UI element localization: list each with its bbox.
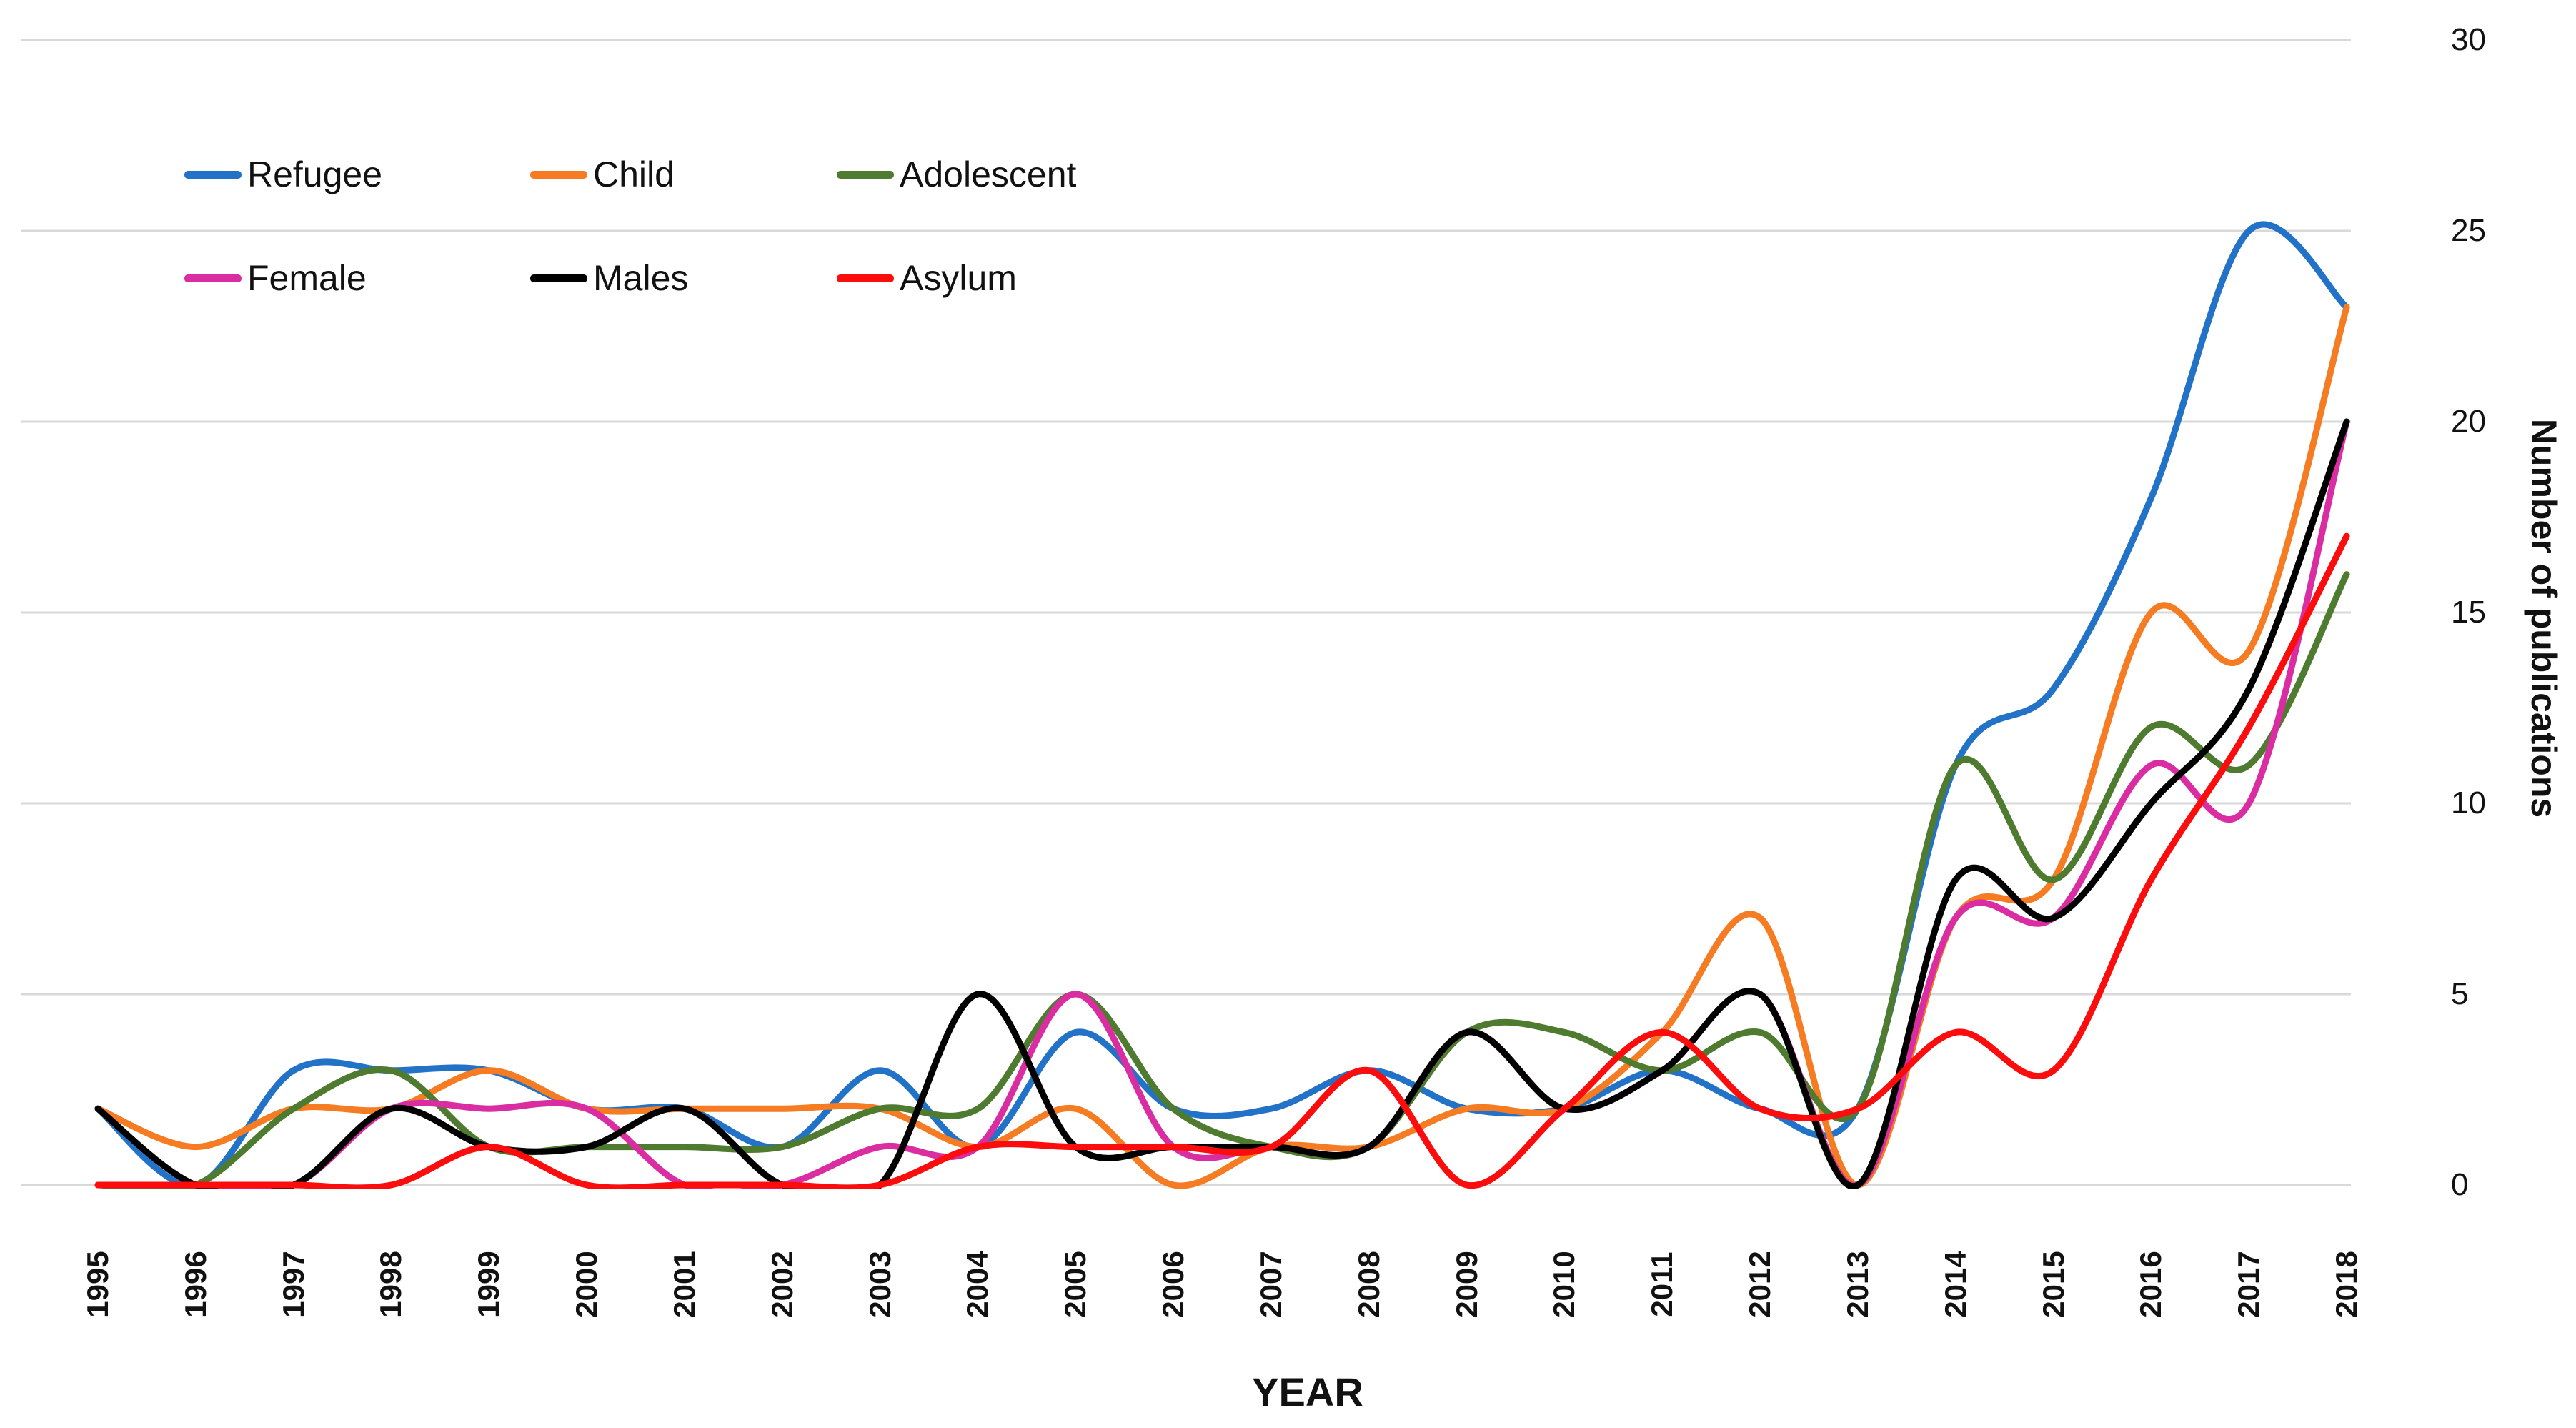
y-tick-25: 25 (2451, 213, 2486, 248)
x-tick-2003: 2003 (862, 1251, 897, 1318)
x-tick-2013: 2013 (1840, 1251, 1874, 1318)
x-tick-2010: 2010 (1547, 1251, 1581, 1318)
legend-swatch-males (530, 274, 587, 282)
x-tick-2004: 2004 (960, 1251, 995, 1318)
y-tick-20: 20 (2451, 404, 2486, 439)
y-tick-15: 15 (2451, 595, 2486, 630)
x-tick-2018: 2018 (2329, 1251, 2364, 1318)
x-tick-2001: 2001 (667, 1251, 701, 1318)
legend-item-asylum: Asylum (837, 257, 1017, 299)
x-tick-1996: 1996 (178, 1251, 212, 1318)
legend-label-adolescent: Adolescent (900, 154, 1077, 194)
x-tick-2012: 2012 (1743, 1251, 1777, 1318)
x-tick-2015: 2015 (2036, 1251, 2070, 1318)
x-tick-2008: 2008 (1351, 1251, 1386, 1318)
legend-label-asylum: Asylum (900, 258, 1017, 298)
series-line-refugee (94, 221, 2350, 1189)
series-line-males (94, 418, 2350, 1189)
series-line-adolescent (94, 571, 2350, 1189)
y-tick-0: 0 (2451, 1167, 2469, 1202)
series-line-female (94, 418, 2350, 1189)
x-tick-1995: 1995 (81, 1251, 114, 1318)
series-line-asylum (94, 532, 2350, 1189)
x-tick-2014: 2014 (1938, 1251, 1972, 1318)
legend-label-female: Female (247, 258, 367, 298)
legend-label-refugee: Refugee (247, 154, 383, 194)
legend-item-female: Female (184, 257, 367, 299)
legend-label-males: Males (593, 258, 689, 298)
legend-label-child: Child (593, 154, 675, 194)
series-lines (94, 221, 2350, 1189)
x-tick-2009: 2009 (1449, 1251, 1483, 1318)
legend-swatch-female (184, 274, 242, 282)
x-tick-2002: 2002 (765, 1251, 799, 1318)
legend-item-refugee: Refugee (184, 154, 382, 195)
y-tick-10: 10 (2451, 785, 2486, 820)
y-tick-5: 5 (2451, 976, 2469, 1011)
legend-item-child: Child (530, 154, 675, 195)
x-axis-title: YEAR (1252, 1369, 1363, 1414)
x-tick-2016: 2016 (2134, 1251, 2168, 1318)
legend-swatch-child (530, 170, 587, 179)
x-tick-1997: 1997 (276, 1251, 310, 1318)
x-tick-1998: 1998 (374, 1251, 408, 1318)
y-tick-30: 30 (2451, 22, 2486, 57)
x-tick-2007: 2007 (1253, 1251, 1288, 1318)
legend-swatch-adolescent (837, 170, 894, 179)
legend-item-males: Males (530, 257, 688, 299)
legend-item-adolescent: Adolescent (837, 154, 1076, 195)
x-tick-2006: 2006 (1156, 1251, 1190, 1318)
x-tick-1999: 1999 (472, 1251, 506, 1318)
x-tick-2005: 2005 (1058, 1251, 1093, 1318)
x-tick-2017: 2017 (2232, 1251, 2266, 1318)
series-line-child (94, 304, 2350, 1189)
y-axis-title: Number of publications (2524, 418, 2564, 818)
x-tick-2011: 2011 (1645, 1251, 1679, 1317)
gridlines (21, 39, 2351, 1186)
legend-swatch-refugee (184, 170, 242, 179)
legend-swatch-asylum (837, 274, 894, 282)
x-tick-2000: 2000 (570, 1251, 604, 1318)
